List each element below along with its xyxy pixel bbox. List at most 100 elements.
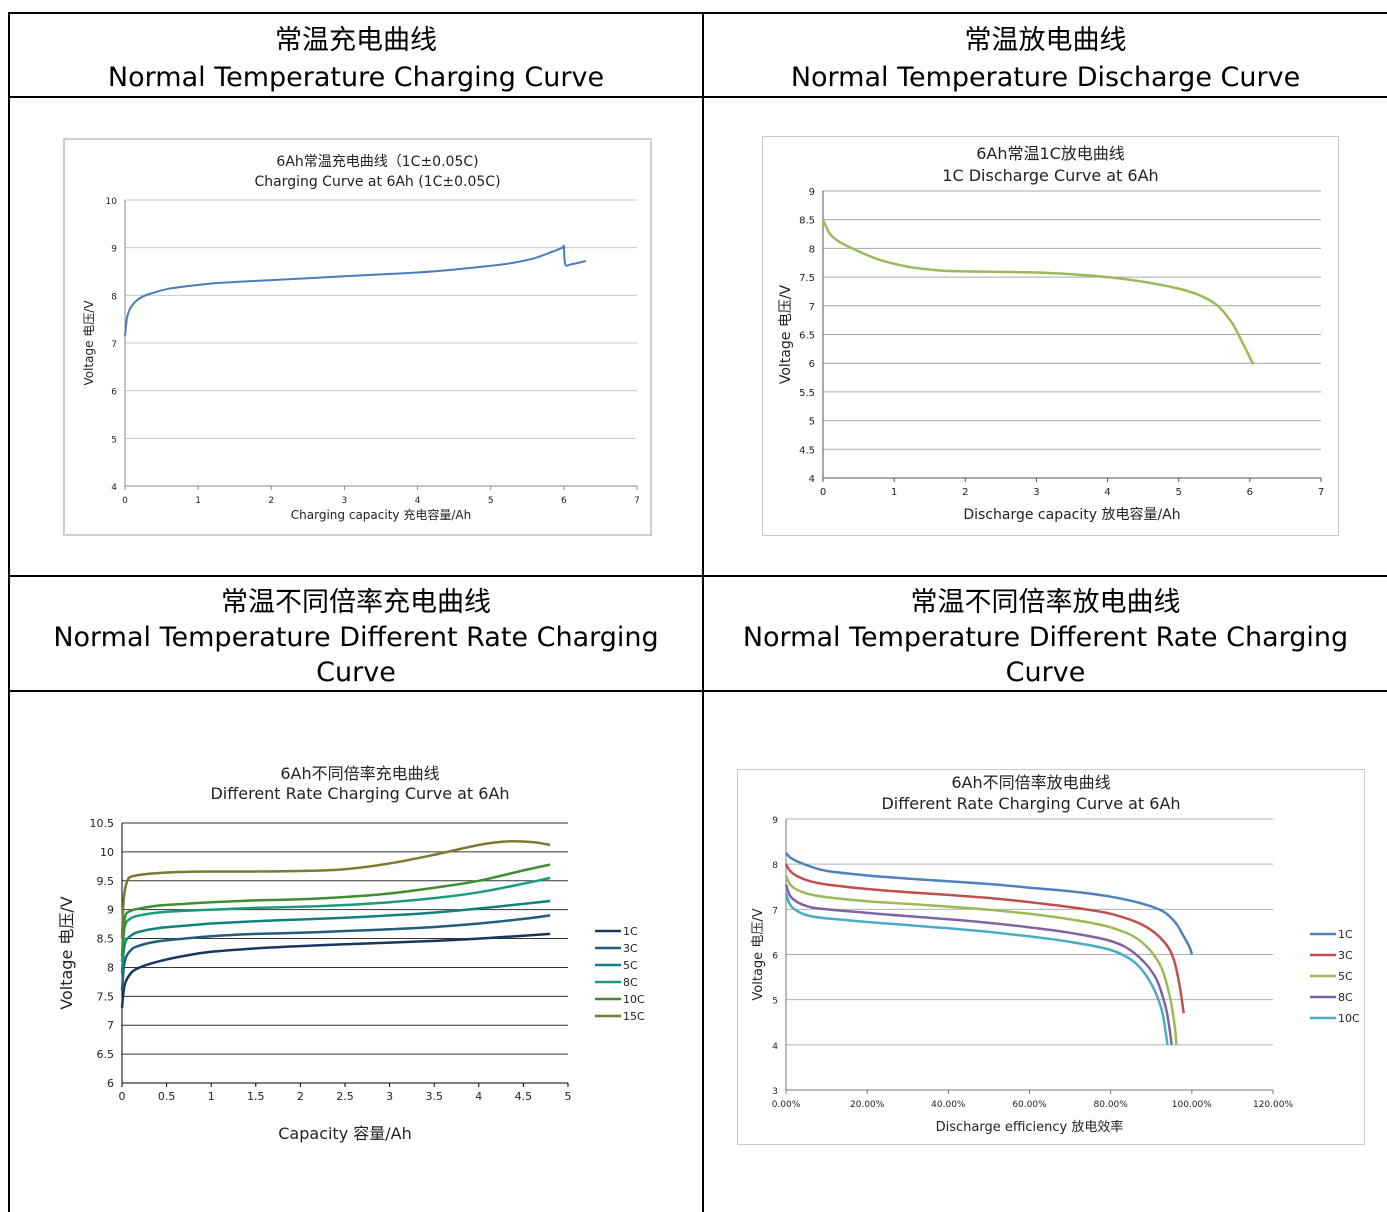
- y-tick-label: 7.5: [799, 273, 815, 284]
- series-line-8C: [784, 884, 1173, 1045]
- x-tick-label: 6: [561, 496, 567, 506]
- table-divider: [702, 12, 704, 1212]
- series-line-main: [124, 244, 587, 336]
- legend-label: 1C: [623, 925, 638, 938]
- chart-title: 6Ah常温充电曲线（1C±0.05C): [276, 154, 478, 170]
- header-zh: 常温放电曲线: [964, 25, 1127, 56]
- chart-subtitle: 1C Discharge Curve at 6Ah: [942, 166, 1158, 185]
- header-zh: 常温充电曲线: [275, 25, 437, 56]
- chart-title: 6Ah不同倍率充电曲线: [280, 764, 439, 783]
- y-tick-label: 10: [100, 846, 114, 859]
- y-tick-label: 8.5: [799, 216, 815, 227]
- x-axis-label: Discharge efficiency 放电效率: [936, 1119, 1124, 1135]
- x-tick-label: 7: [1318, 487, 1324, 498]
- y-tick-label: 10: [106, 197, 118, 207]
- y-tick-label: 5: [772, 997, 778, 1007]
- x-axis-label: Capacity 容量/Ah: [278, 1124, 412, 1143]
- x-tick-label: 0: [820, 487, 826, 498]
- y-tick-label: 6: [111, 388, 117, 398]
- y-tick-label: 3: [772, 1087, 778, 1097]
- series-line-5C: [784, 874, 1178, 1045]
- y-tick-label: 8: [809, 244, 815, 255]
- y-axis-label: Voltage 电压/V: [751, 908, 766, 1000]
- y-tick-label: 7: [111, 340, 117, 350]
- x-tick-label: 1: [208, 1090, 215, 1103]
- header-zh: 常温不同倍率充电曲线: [221, 587, 491, 618]
- y-tick-label: 5: [809, 417, 815, 428]
- legend-label: 5C: [1338, 970, 1353, 983]
- series-line-8C: [120, 876, 551, 962]
- x-tick-label: 0.5: [158, 1090, 176, 1103]
- x-tick-label: 0.00%: [772, 1100, 801, 1110]
- x-tick-label: 40.00%: [931, 1100, 966, 1110]
- x-tick-label: 20.00%: [850, 1100, 885, 1110]
- x-tick-label: 3: [342, 496, 348, 506]
- x-axis-label: Discharge capacity 放电容量/Ah: [963, 506, 1180, 523]
- x-tick-label: 0: [122, 496, 128, 506]
- y-axis-label: Voltage 电压/V: [82, 300, 96, 386]
- chart-subtitle: Different Rate Charging Curve at 6Ah: [881, 794, 1180, 813]
- y-tick-label: 4: [772, 1042, 778, 1052]
- x-tick-label: 100.00%: [1172, 1100, 1212, 1110]
- table-border-left: [8, 12, 10, 1212]
- header-en: Normal Temperature Charging Curve: [107, 62, 605, 93]
- y-tick-label: 6.5: [799, 331, 815, 342]
- x-tick-label: 5: [565, 1090, 572, 1103]
- chart-discharge: 6Ah常温1C放电曲线 1C Discharge Curve at 6Ah 4 4.5…: [778, 144, 1324, 523]
- y-tick-label: 6: [107, 1077, 114, 1090]
- series-line-10C: [120, 863, 551, 956]
- x-tick-label: 4.5: [515, 1090, 533, 1103]
- chart-subtitle: Different Rate Charging Curve at 6Ah: [210, 784, 509, 803]
- x-tick-label: 5: [1176, 487, 1182, 498]
- x-tick-label: 0: [119, 1090, 126, 1103]
- y-tick-label: 7: [772, 906, 778, 916]
- chart-charging-box: 6Ah常温充电曲线（1C±0.05C) Charging Curve at 6Ah…: [63, 138, 652, 536]
- table-border-top: [8, 12, 1387, 14]
- chart-discharge-box: 6Ah常温1C放电曲线 1C Discharge Curve at 6Ah 4 4.5…: [762, 136, 1339, 536]
- legend-label: 3C: [1338, 949, 1353, 962]
- header-en: Normal Temperature Discharge Curve: [790, 62, 1301, 93]
- x-tick-label: 3: [386, 1090, 393, 1103]
- y-tick-label: 6: [809, 359, 815, 370]
- x-tick-label: 5: [488, 496, 494, 506]
- x-tick-label: 1.5: [247, 1090, 264, 1103]
- y-tick-label: 9: [772, 816, 778, 826]
- y-tick-label: 9.5: [97, 875, 115, 888]
- series-line-15C: [120, 840, 551, 939]
- header-en: Normal Temperature Different Rate Chargi…: [53, 622, 659, 688]
- y-tick-label: 7: [107, 1019, 114, 1032]
- y-tick-label: 8: [772, 861, 778, 871]
- x-tick-label: 60.00%: [1012, 1100, 1047, 1110]
- y-tick-label: 9: [809, 187, 815, 198]
- header-discharge: 常温放电曲线 Normal Temperature Discharge Curv…: [704, 22, 1387, 96]
- y-tick-label: 8.5: [97, 933, 115, 946]
- x-axis-label: Charging capacity 充电容量/Ah: [291, 507, 471, 522]
- chart-charging: 6Ah常温充电曲线（1C±0.05C) Charging Curve at 6Ah…: [82, 154, 640, 522]
- table-divider: [8, 575, 1387, 577]
- x-tick-label: 120.00%: [1253, 1100, 1293, 1110]
- legend-label: 1C: [1338, 928, 1353, 941]
- x-tick-label: 3.5: [425, 1090, 443, 1103]
- y-tick-label: 9: [111, 245, 117, 255]
- legend-label: 8C: [623, 976, 638, 989]
- y-tick-label: 8: [111, 292, 117, 302]
- chart-rate-discharge: 6Ah不同倍率放电曲线 Different Rate Charging Curve…: [751, 773, 1360, 1135]
- chart-subtitle: Charging Curve at 6Ah (1C±0.05C): [254, 174, 500, 190]
- x-tick-label: 6: [1247, 487, 1253, 498]
- x-tick-label: 80.00%: [1094, 1100, 1129, 1110]
- series-line-1C: [120, 932, 551, 1009]
- x-tick-label: 2: [268, 496, 274, 506]
- series-line-5C: [120, 899, 551, 974]
- header-charging: 常温充电曲线 Normal Temperature Charging Curve: [10, 22, 702, 96]
- y-tick-label: 9: [107, 904, 114, 917]
- chart-title: 6Ah不同倍率放电曲线: [951, 773, 1110, 792]
- series-line-1C: [785, 852, 1194, 955]
- table-divider: [8, 96, 1387, 98]
- y-tick-label: 4: [111, 483, 117, 493]
- y-tick-label: 6.5: [97, 1048, 115, 1061]
- y-tick-label: 4.5: [799, 445, 815, 456]
- legend-label: 15C: [623, 1010, 645, 1023]
- legend-label: 5C: [623, 959, 638, 972]
- legend-label: 10C: [623, 993, 645, 1006]
